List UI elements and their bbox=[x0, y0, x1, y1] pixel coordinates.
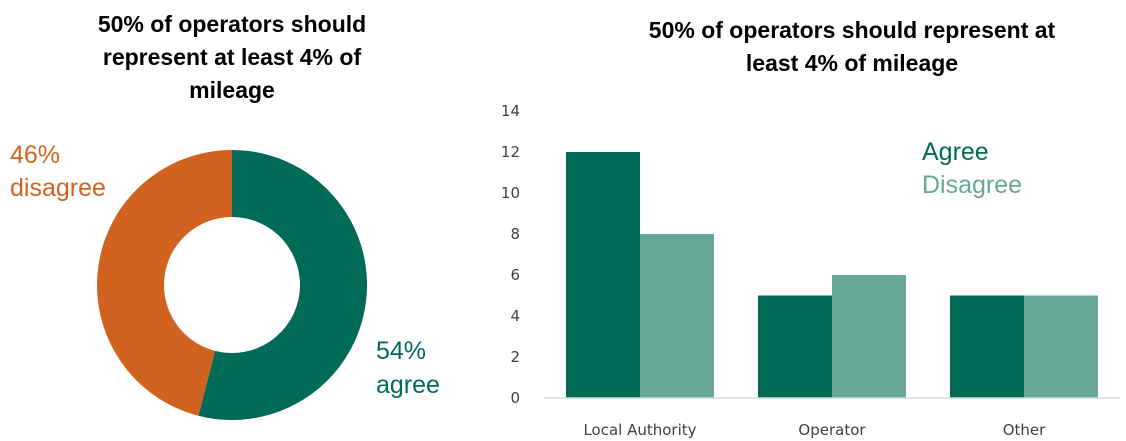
x-tick-label: Operator bbox=[798, 421, 866, 439]
y-tick-label: 4 bbox=[510, 307, 520, 325]
bar-chart: 50% of operators should represent at lea… bbox=[501, 17, 1120, 439]
bar-agree-local-authority bbox=[566, 152, 640, 398]
bar-agree-operator bbox=[758, 295, 832, 398]
donut-slice-disagree bbox=[96, 150, 232, 416]
bar-disagree-local-authority bbox=[640, 234, 714, 398]
donut-title-line-2: represent at least 4% of bbox=[103, 44, 362, 70]
donut-title-line-3: mileage bbox=[189, 77, 275, 103]
agree-slice-percent-label: 54% bbox=[376, 337, 426, 365]
disagree-slice-text-label: disagree bbox=[10, 174, 106, 202]
legend-disagree: Disagree bbox=[922, 171, 1022, 199]
bar-title-line-2: least 4% of mileage bbox=[746, 50, 958, 76]
y-tick-label: 2 bbox=[510, 348, 520, 366]
y-tick-label: 8 bbox=[510, 225, 520, 243]
bar-series bbox=[566, 152, 1098, 398]
donut-title-line-1: 50% of operators should bbox=[98, 11, 366, 37]
x-tick-label: Other bbox=[1003, 421, 1046, 439]
y-tick-label: 6 bbox=[510, 266, 520, 284]
x-tick-label: Local Authority bbox=[583, 421, 696, 439]
y-tick-label: 0 bbox=[510, 389, 520, 407]
donut-chart: 50% of operators should represent at lea… bbox=[10, 11, 440, 420]
y-axis-ticks: 0 2 4 6 8 10 12 14 bbox=[501, 102, 520, 407]
legend-agree: Agree bbox=[922, 138, 989, 166]
disagree-slice-percent-label: 46% bbox=[10, 141, 60, 169]
x-axis-ticks: Local Authority Operator Other bbox=[583, 421, 1046, 439]
y-tick-label: 12 bbox=[501, 143, 520, 161]
donut-slice-agree bbox=[198, 150, 367, 420]
bar-title-line-1: 50% of operators should represent at bbox=[649, 17, 1056, 43]
y-tick-label: 14 bbox=[501, 102, 520, 120]
bar-agree-other bbox=[950, 295, 1024, 398]
bar-disagree-other bbox=[1024, 295, 1098, 398]
agree-slice-text-label: agree bbox=[376, 371, 440, 399]
y-tick-label: 10 bbox=[501, 184, 520, 202]
donut-slices bbox=[96, 150, 367, 420]
bar-disagree-operator bbox=[832, 275, 906, 398]
